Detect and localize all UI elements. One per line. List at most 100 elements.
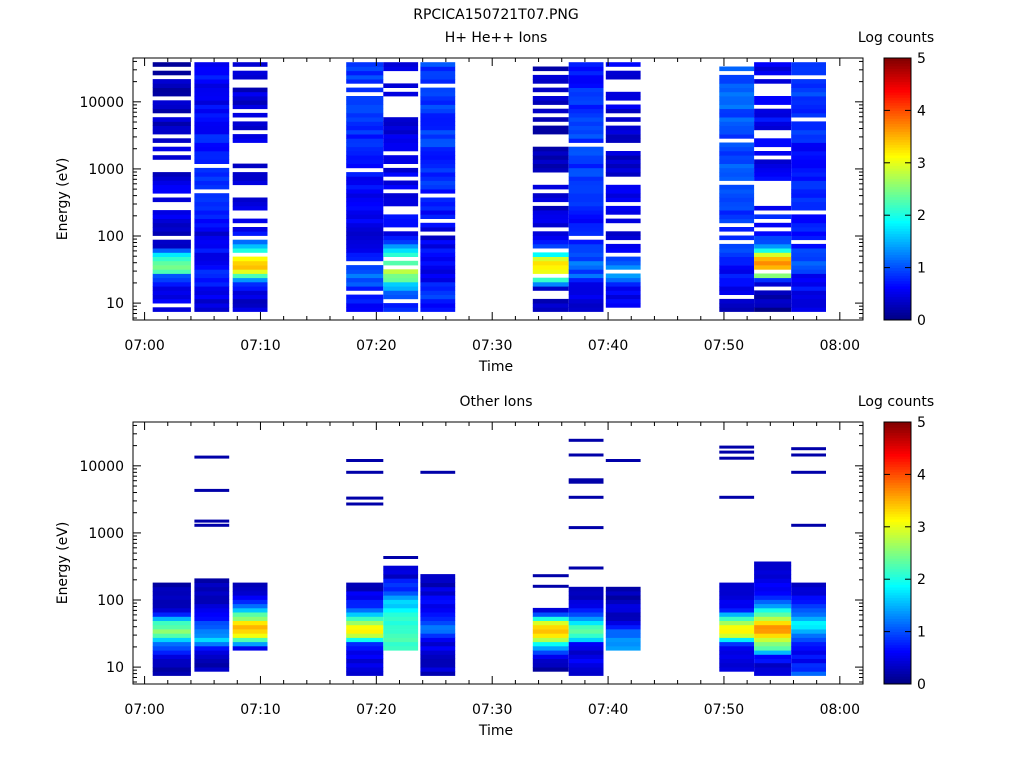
colorbar-step xyxy=(884,191,911,195)
colorbar-step xyxy=(884,618,911,622)
spectrogram-cell xyxy=(194,667,230,672)
spectrogram-cell xyxy=(754,633,792,638)
spectrogram-cell xyxy=(194,256,230,262)
spectrogram-cell xyxy=(194,239,230,245)
spectrogram-cell xyxy=(568,172,604,177)
spectrogram-cell xyxy=(568,167,604,173)
colorbar-step xyxy=(884,579,911,583)
spectrogram-cell xyxy=(532,265,569,270)
spectrogram-line xyxy=(568,526,604,530)
spectrogram-cell xyxy=(346,138,384,143)
spectrogram-cell xyxy=(605,591,641,596)
colorbar-step xyxy=(884,513,911,517)
spectrogram-cell xyxy=(346,612,384,617)
spectrogram-line xyxy=(568,453,604,457)
spectrogram-cell xyxy=(754,650,792,655)
colorbar-step xyxy=(884,518,911,523)
spectrogram-cell xyxy=(383,66,419,72)
spectrogram-cell xyxy=(194,205,230,211)
spectrogram-cell xyxy=(152,616,191,621)
spectrogram-cell xyxy=(568,595,604,600)
spectrogram-cell xyxy=(194,637,230,643)
x-tick-label: 08:00 xyxy=(820,338,860,354)
spectrogram-cell xyxy=(719,286,755,291)
spectrogram-cell xyxy=(194,138,230,143)
spectrogram-cell xyxy=(346,172,384,177)
spectrogram-cell xyxy=(568,260,604,266)
spectrogram-cell xyxy=(568,586,604,592)
spectrogram-cell xyxy=(383,629,419,634)
spectrogram-cell xyxy=(532,269,569,274)
spectrogram-cell xyxy=(719,189,755,194)
spectrogram-cell xyxy=(383,129,419,135)
spectrogram-cell xyxy=(532,616,569,621)
spectrogram-cell xyxy=(420,121,456,126)
spectrogram-cell xyxy=(719,117,755,122)
spectrogram-cell xyxy=(152,222,191,228)
colorbar-step xyxy=(884,678,911,682)
spectrogram-cell xyxy=(346,641,384,647)
colorbar-step xyxy=(884,76,911,80)
spectrogram-cell xyxy=(383,307,419,312)
y-tick-label: 1000 xyxy=(88,526,124,542)
spectrogram-cell xyxy=(719,87,755,93)
spectrogram-cell xyxy=(791,269,826,274)
spectrogram-cell xyxy=(420,117,456,122)
spectrogram-cell xyxy=(605,172,641,177)
spectrogram-cell xyxy=(532,129,569,135)
spectrogram-cell xyxy=(719,607,755,613)
spectrogram-cell xyxy=(568,138,604,143)
colorbar-step xyxy=(884,568,911,572)
spectrogram-cell xyxy=(232,298,268,304)
spectrogram-cell xyxy=(605,108,641,114)
spectrogram-cell xyxy=(568,641,604,647)
spectrogram-cell xyxy=(383,286,419,291)
spectrogram-cell xyxy=(194,125,230,131)
spectrogram-cell xyxy=(719,260,755,266)
spectrogram-cell xyxy=(605,243,641,249)
colorbar-step xyxy=(884,456,911,460)
colorbar-tick-label: 3 xyxy=(917,520,926,536)
spectrogram-cell xyxy=(754,591,792,596)
spectrogram-cell xyxy=(420,303,456,308)
spectrogram-cell xyxy=(232,273,268,279)
colorbar-step xyxy=(884,207,911,211)
spectrogram-cell xyxy=(346,87,384,93)
spectrogram-cell xyxy=(420,256,456,262)
spectrogram-cell xyxy=(719,307,755,312)
spectrogram-cell xyxy=(152,248,191,253)
spectrogram-cell xyxy=(791,167,826,173)
spectrogram-column xyxy=(346,459,384,676)
spectrogram-cell xyxy=(754,277,792,283)
spectrogram-cell xyxy=(420,633,456,638)
spectrogram-cell xyxy=(791,303,826,308)
colorbar-step xyxy=(884,560,911,564)
spectrogram-cell xyxy=(346,307,384,312)
spectrogram-cell xyxy=(420,227,456,232)
spectrogram-cell xyxy=(754,599,792,605)
spectrogram-cell xyxy=(383,294,419,300)
spectrogram-cell xyxy=(605,294,641,300)
spectrogram-cell xyxy=(791,235,826,241)
spectrogram-cell xyxy=(754,265,792,270)
spectrogram-cell xyxy=(383,582,419,588)
spectrogram-cell xyxy=(605,189,641,194)
spectrogram-line xyxy=(719,445,755,449)
spectrogram-cell xyxy=(346,189,384,194)
colorbar-step xyxy=(884,223,911,227)
colorbar-step xyxy=(884,605,911,609)
spectrogram-cell xyxy=(605,70,641,76)
colorbar-step xyxy=(884,503,911,507)
colorbar-step xyxy=(884,178,911,182)
spectrogram-cell xyxy=(232,91,268,97)
spectrogram-cell xyxy=(346,243,384,249)
spectrogram-cell xyxy=(791,142,826,148)
spectrogram-cell xyxy=(719,595,755,600)
spectrogram-cell xyxy=(568,180,604,186)
spectrogram-cell xyxy=(152,108,191,114)
spectrogram-cell xyxy=(568,184,604,190)
spectrogram-cell xyxy=(719,273,755,279)
spectrogram-cell xyxy=(420,307,456,312)
spectrogram-cell xyxy=(420,205,456,211)
spectrogram-line xyxy=(568,495,604,499)
